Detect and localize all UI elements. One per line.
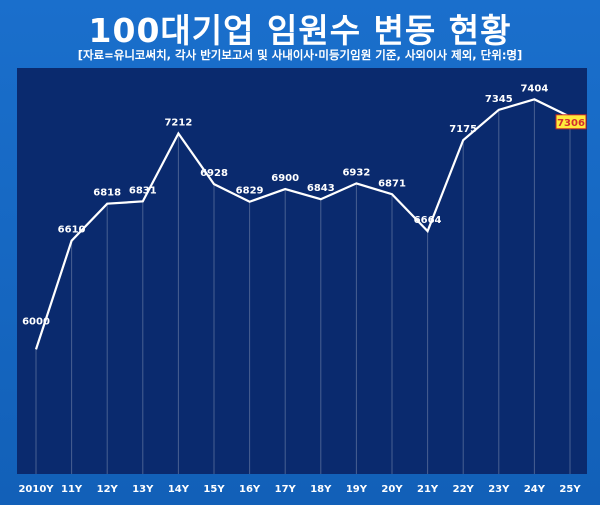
- x-tick-label: 18Y: [310, 484, 332, 495]
- x-tick-label: 17Y: [275, 484, 297, 495]
- highlight-box: [555, 114, 587, 130]
- x-tick-label: 12Y: [97, 484, 119, 495]
- chart-title: 100대기업 임원수 변동 현황: [88, 11, 512, 50]
- data-label: 6664: [414, 215, 442, 226]
- data-label: 6928: [200, 168, 228, 179]
- x-tick-label: 13Y: [132, 484, 154, 495]
- data-label: 6932: [342, 167, 370, 178]
- x-tick-label: 20Y: [381, 484, 403, 495]
- data-label: 7345: [485, 94, 513, 105]
- x-tick-label: 11Y: [61, 484, 83, 495]
- x-tick-label: 24Y: [524, 484, 546, 495]
- plot-area: [17, 68, 587, 474]
- x-tick-label: 14Y: [168, 484, 190, 495]
- x-tick-label: 21Y: [417, 484, 439, 495]
- x-tick-label: 16Y: [239, 484, 261, 495]
- data-label: 6610: [58, 225, 86, 236]
- chart-subtitle: [자료=유니코써치, 각사 반기보고서 및 사내이사·미등기임원 기준, 사외이…: [77, 48, 523, 62]
- data-label: 6818: [93, 188, 121, 199]
- data-label: 6000: [22, 316, 50, 327]
- series-line: [34, 98, 571, 350]
- data-label: 7306: [557, 118, 585, 129]
- data-label: 6831: [129, 185, 157, 196]
- data-label: 6829: [236, 186, 264, 197]
- data-label: 6871: [378, 178, 406, 189]
- data-label: 7175: [449, 124, 477, 135]
- data-label: 7404: [520, 83, 548, 94]
- data-label: 6843: [307, 183, 335, 194]
- x-tick-label: 25Y: [559, 484, 581, 495]
- data-label: 7212: [164, 118, 192, 129]
- x-tick-label: 2010Y: [18, 484, 54, 495]
- x-tick-label: 22Y: [453, 484, 475, 495]
- data-label: 6900: [271, 173, 299, 184]
- x-tick-label: 19Y: [346, 484, 368, 495]
- x-tick-label: 23Y: [488, 484, 510, 495]
- x-tick-label: 15Y: [203, 484, 225, 495]
